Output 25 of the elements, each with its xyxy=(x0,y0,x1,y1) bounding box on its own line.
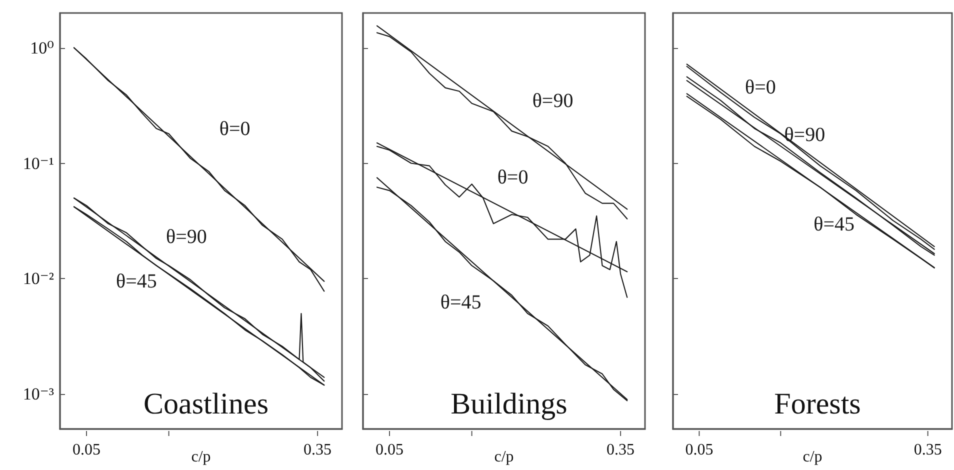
x-tick-label: 0.05 xyxy=(375,442,404,458)
series-label: θ=0 xyxy=(219,118,250,140)
x-tick-label: 0.35 xyxy=(914,442,942,458)
text: Forests xyxy=(774,388,861,420)
text: Buildings xyxy=(450,388,568,420)
series-label: θ=90 xyxy=(532,90,574,112)
x-axis-title: c/p xyxy=(494,448,514,466)
series-label: θ=45 xyxy=(116,270,157,293)
series-label: θ=0 xyxy=(745,76,776,98)
x-axis-title: c/p xyxy=(191,448,211,466)
x-tick-label: 0.05 xyxy=(685,442,714,458)
y-tick-label: 10⁻¹ xyxy=(22,154,54,173)
series-label: θ=90 xyxy=(166,226,207,248)
y-tick-label: 10⁻³ xyxy=(22,384,54,404)
series-label: θ=45 xyxy=(440,292,482,314)
x-tick-label: 0.35 xyxy=(304,442,332,458)
text: Coastlines xyxy=(144,388,268,420)
series-label: θ=45 xyxy=(814,214,854,236)
y-tick-label: 10⁰ xyxy=(30,38,54,58)
x-axis-title: c/p xyxy=(802,448,822,466)
x-tick-label: 0.35 xyxy=(606,442,635,458)
series-label: θ=0 xyxy=(497,166,528,188)
y-tick-label: 10⁻² xyxy=(22,269,54,288)
x-tick-label: 0.05 xyxy=(72,442,100,458)
series-label: θ=90 xyxy=(784,124,826,146)
